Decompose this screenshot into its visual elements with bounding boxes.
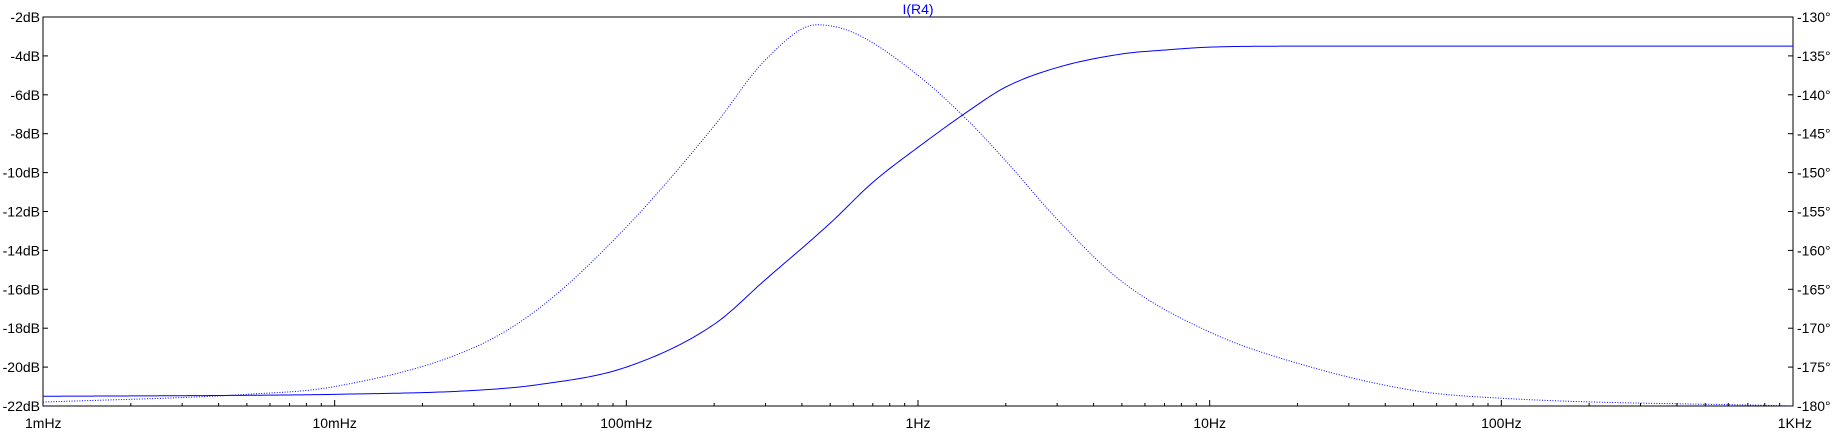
- x-tick-label: 100mHz: [600, 415, 652, 431]
- y-right-tick-label: -145°: [1797, 126, 1831, 142]
- phase-series-line: [42, 24, 1794, 407]
- y-left-tick-label: -10dB: [3, 165, 40, 181]
- y-right-tick-label: -140°: [1797, 87, 1831, 103]
- y-left-tick-label: -4dB: [10, 48, 40, 64]
- y-right-tick-label: -135°: [1797, 48, 1831, 64]
- y-left-tick-label: -2dB: [10, 9, 40, 25]
- chart-title: I(R4): [902, 1, 933, 17]
- y-right-tick-label: -175°: [1797, 359, 1831, 375]
- y-left-tick-label: -16dB: [3, 281, 40, 297]
- x-tick-label: 1KHz: [1778, 415, 1812, 431]
- x-tick-label: 100Hz: [1481, 415, 1521, 431]
- x-tick-label: 1Hz: [906, 415, 931, 431]
- magnitude-series-line: [42, 45, 1793, 397]
- y-left-tick-label: -22dB: [3, 398, 40, 414]
- y-left-tick-label: -8dB: [10, 126, 40, 142]
- y-left-tick-label: -18dB: [3, 320, 40, 336]
- y-left-tick-label: -14dB: [3, 242, 40, 258]
- plot-area-frame: [42, 16, 1794, 407]
- y-left-tick-label: -20dB: [3, 359, 40, 375]
- y-axis-right: -130° -135° -140° -145° -150° -155° -160° -165°…: [1788, 9, 1831, 414]
- x-tick-label: 1mHz: [25, 415, 62, 431]
- y-right-tick-label: -155°: [1797, 204, 1831, 220]
- y-right-tick-label: -150°: [1797, 165, 1831, 181]
- x-tick-label: 10Hz: [1193, 415, 1226, 431]
- x-axis: 1mHz 10mHz 100mHz 1Hz 10Hz 100Hz 1KHz: [25, 400, 1812, 431]
- y-right-tick-label: -165°: [1797, 281, 1831, 297]
- x-tick-label: 10mHz: [312, 415, 356, 431]
- series-layer: [42, 24, 1794, 407]
- y-axis-left: -2dB -4dB -6dB -8dB -10dB -12dB -14dB -16dB -18d…: [3, 9, 48, 414]
- y-left-tick-label: -12dB: [3, 204, 40, 220]
- y-right-tick-label: -130°: [1797, 9, 1831, 25]
- y-right-tick-label: -160°: [1797, 242, 1831, 258]
- y-right-tick-label: -180°: [1797, 398, 1831, 414]
- y-left-tick-label: -6dB: [10, 87, 40, 103]
- y-right-tick-label: -170°: [1797, 320, 1831, 336]
